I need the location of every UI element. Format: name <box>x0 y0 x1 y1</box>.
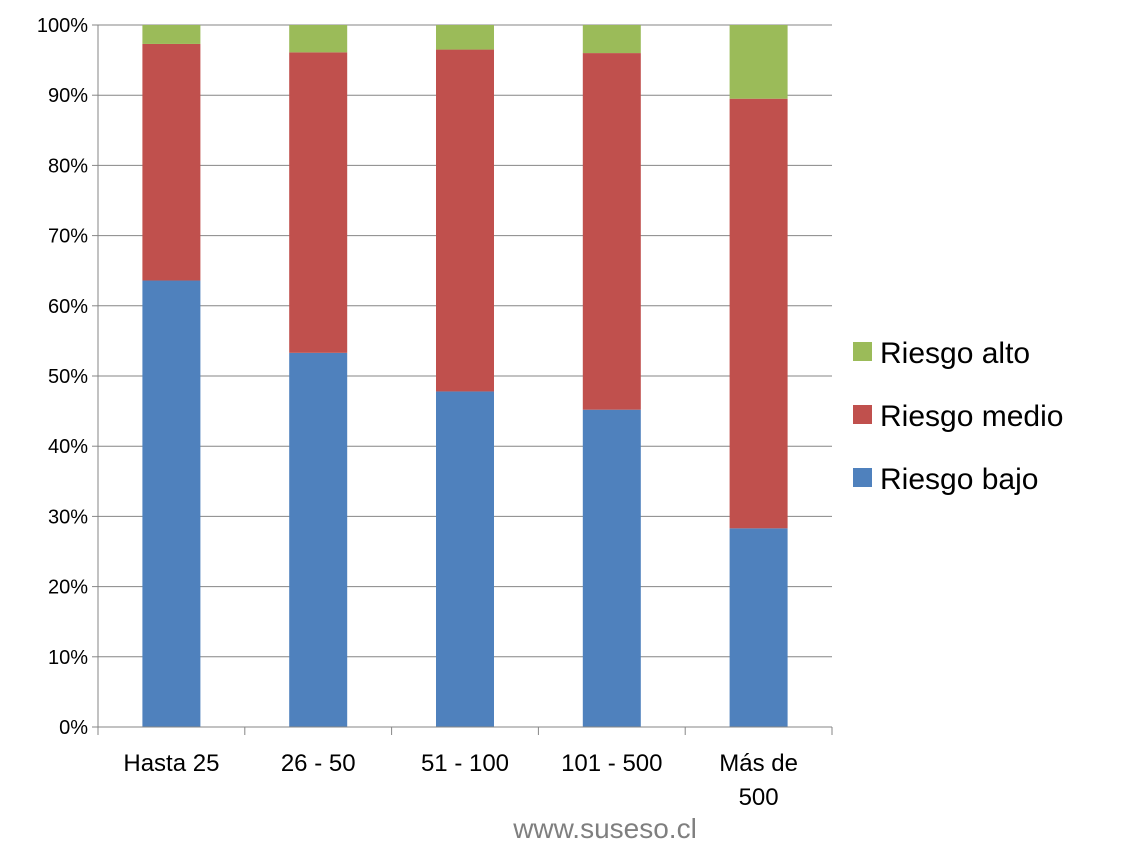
bar-segment-riesgo-medio <box>729 98 788 529</box>
y-tick-label: 100% <box>37 15 88 37</box>
legend-label: Riesgo alto <box>880 337 1030 370</box>
x-tick-label: 51 - 100 <box>421 750 509 777</box>
bar-segment-riesgo-alto <box>582 25 641 54</box>
y-tick-label: 50% <box>48 366 88 388</box>
bars <box>142 25 788 727</box>
y-tick-label: 40% <box>48 436 88 458</box>
bar-segment-riesgo-bajo <box>142 280 201 727</box>
x-tick-label: 101 - 500 <box>561 750 662 777</box>
y-tick-label: 10% <box>48 647 88 669</box>
bar-segment-riesgo-medio <box>142 43 201 281</box>
axes: 0% 10% 20% 30% 40% 50% 60% 70% 80% 90% 100% Hasta 2… <box>37 15 833 811</box>
legend-swatch <box>853 468 872 487</box>
legend-swatch <box>853 405 872 424</box>
legend-label: Riesgo medio <box>880 400 1063 433</box>
bar-segment-riesgo-medio <box>582 53 641 410</box>
bar-segment-riesgo-alto <box>436 25 494 50</box>
y-tick-label: 60% <box>48 296 88 318</box>
bar-segment-riesgo-medio <box>289 52 348 353</box>
bar-segment-riesgo-bajo <box>729 528 788 727</box>
watermark-text: www.suseso.cl <box>512 813 697 844</box>
x-tick-label: Hasta 25 <box>123 750 219 777</box>
bar-segment-riesgo-alto <box>142 25 201 44</box>
y-tick-label: 90% <box>48 85 88 107</box>
legend-label: Riesgo bajo <box>880 463 1038 496</box>
y-tick-label: 20% <box>48 577 88 599</box>
bar-segment-riesgo-medio <box>436 49 494 392</box>
y-tick-label: 80% <box>48 155 88 177</box>
bar-segment-riesgo-alto <box>289 25 348 53</box>
legend-swatch <box>853 342 872 361</box>
bar-segment-riesgo-alto <box>729 25 788 99</box>
x-tick-label: Más de 500 <box>719 750 798 811</box>
x-tick-label: 26 - 50 <box>281 750 356 777</box>
y-tick-label: 70% <box>48 226 88 248</box>
bar-segment-riesgo-bajo <box>289 352 348 727</box>
legend: Riesgo alto Riesgo medio Riesgo bajo <box>853 337 1063 496</box>
y-tick-label: 0% <box>59 717 88 739</box>
y-tick-label: 30% <box>48 506 88 528</box>
bar-segment-riesgo-bajo <box>582 409 641 727</box>
bar-segment-riesgo-bajo <box>436 391 494 727</box>
